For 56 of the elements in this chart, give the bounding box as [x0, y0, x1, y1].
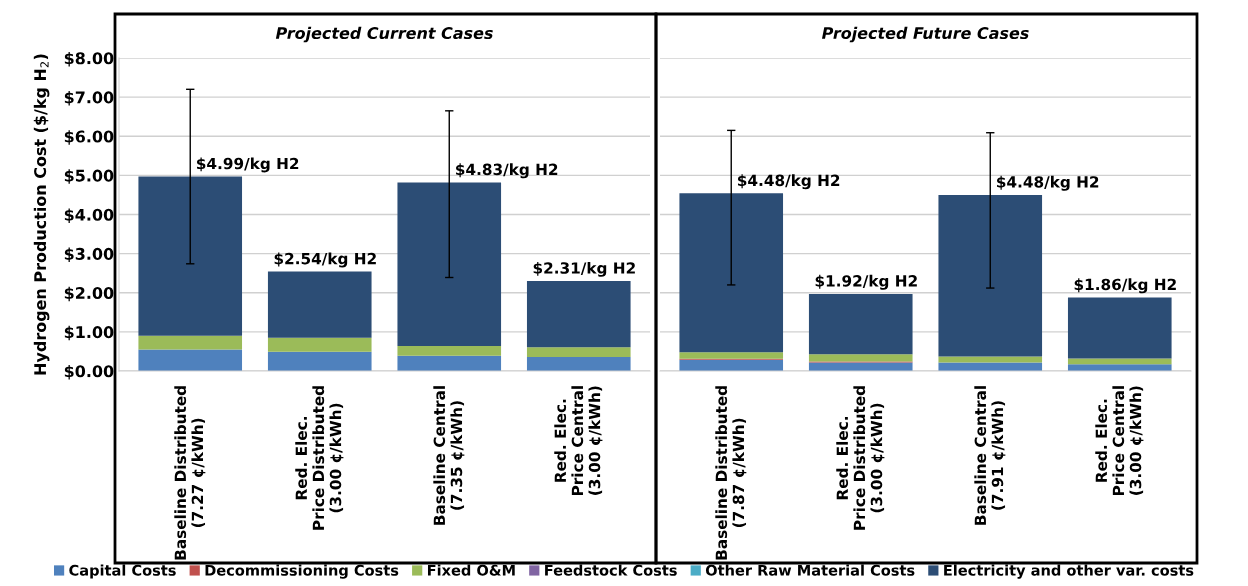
legend-label: Decommissioning Costs — [205, 564, 399, 579]
bar — [267, 351, 372, 371]
y-axis-title: Hydrogen Production Cost ($/kg H$_{2}$) — [33, 54, 50, 375]
bar — [397, 182, 502, 346]
total-label: $4.48/kg H2 — [997, 175, 1099, 191]
legend-label: Fixed O&M — [427, 564, 515, 576]
x-tick-label: Red. Elec. Price Central (3.00 ¢/kWh) — [554, 386, 603, 496]
bar — [808, 362, 913, 371]
bar — [138, 349, 243, 371]
x-tick-label: Baseline Central (7.35 ¢/kWh) — [433, 386, 465, 525]
legend-label: Capital Costs — [69, 564, 176, 579]
y-tick-label: $8.00 — [64, 51, 114, 67]
total-label: $4.48/kg H2 — [737, 174, 840, 190]
bar — [679, 352, 784, 359]
x-tick-label: Baseline Central (7.91 ¢/kWh) — [974, 386, 1006, 525]
y-tick-label: $6.00 — [64, 130, 114, 145]
total-label: $4.83/kg H2 — [456, 163, 558, 179]
chart-title: Projected Future Cases — [822, 26, 1029, 43]
bar — [1067, 297, 1172, 359]
bar — [808, 293, 913, 355]
bar — [526, 356, 631, 371]
x-tick-label: Baseline Distributed (7.27 ¢/kWh) — [174, 386, 206, 560]
x-tick-label: Baseline Distributed (7.87 ¢/kWh) — [715, 386, 747, 560]
bar — [138, 335, 243, 350]
y-tick-label: $4.00 — [64, 208, 114, 223]
bar — [138, 176, 243, 336]
x-tick-label: Red. Elec. Price Distributed (3.00 ¢/kWh) — [295, 386, 344, 530]
bar — [938, 194, 1043, 357]
y-tick-label: $5.00 — [64, 169, 114, 184]
bar — [267, 337, 372, 352]
x-tick-label: Red. Elec. Price Distributed (3.00 ¢/kWh) — [836, 386, 885, 530]
bar — [397, 355, 502, 371]
bar — [679, 193, 784, 353]
x-tick-label: Red. Elec. Price Central (3.00 ¢/kWh) — [1095, 386, 1144, 496]
bar — [938, 362, 1043, 371]
total-label: $4.99/kg H2 — [196, 157, 299, 173]
y-tick-label: $3.00 — [64, 247, 114, 263]
y-tick-label: $1.00 — [64, 325, 114, 341]
bar — [1067, 364, 1172, 371]
legend-label: Feedstock Costs — [545, 564, 677, 576]
total-label: $1.86/kg H2 — [1074, 278, 1176, 294]
chart-title: Projected Current Cases — [275, 26, 493, 43]
bar — [1067, 358, 1172, 365]
y-tick-label: $2.00 — [64, 286, 114, 302]
bar — [397, 345, 502, 356]
bar — [526, 281, 631, 348]
legend-label: Other Raw Material Costs — [705, 564, 915, 576]
bar — [808, 354, 913, 362]
legend-label: Electricity and other var. costs — [944, 564, 1194, 579]
total-label: $1.92/kg H2 — [815, 274, 917, 290]
y-tick-label: $0.00 — [64, 364, 114, 380]
y-tick-label: $7.00 — [64, 91, 114, 106]
total-label: $2.31/kg H2 — [533, 261, 635, 277]
bar — [526, 347, 631, 357]
bar — [267, 271, 372, 338]
total-label: $2.54/kg H2 — [274, 252, 376, 268]
